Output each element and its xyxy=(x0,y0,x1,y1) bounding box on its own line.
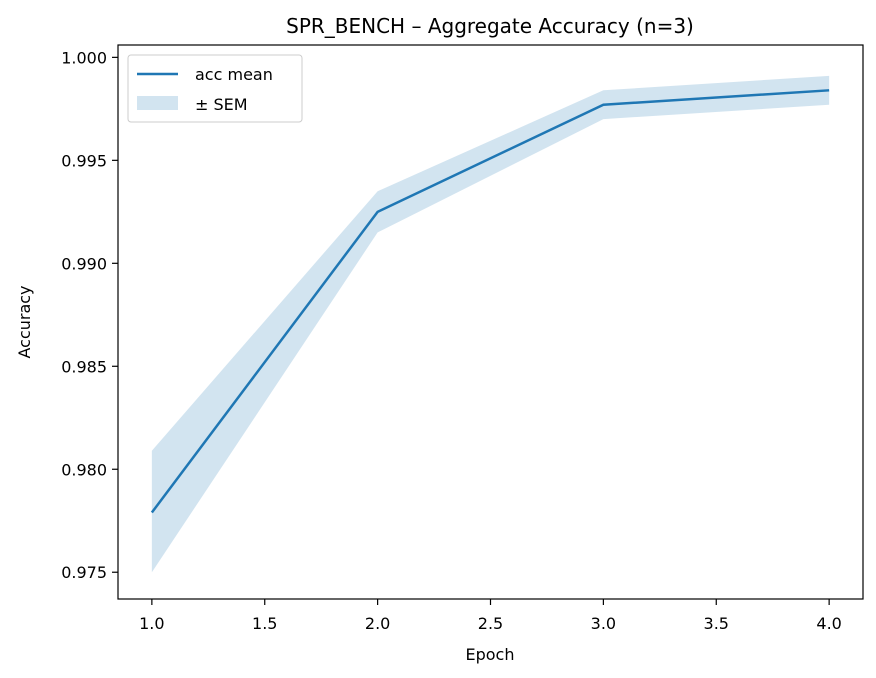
sem-band xyxy=(151,75,830,573)
y-axis-label: Accuracy xyxy=(15,285,34,358)
y-tick-label: 0.975 xyxy=(61,563,107,582)
x-tick-label: 3.0 xyxy=(591,614,616,633)
legend-band-swatch xyxy=(137,96,178,110)
y-tick-label: 0.990 xyxy=(61,254,107,273)
chart-title: SPR_BENCH – Aggregate Accuracy (n=3) xyxy=(286,14,694,38)
x-tick-label: 2.0 xyxy=(365,614,390,633)
x-axis-label: Epoch xyxy=(466,645,515,664)
legend-box xyxy=(127,54,303,123)
y-tick-label: 1.000 xyxy=(61,48,107,67)
legend-label-acc-mean: acc mean xyxy=(195,65,273,84)
x-tick-label: 1.0 xyxy=(139,614,164,633)
y-tick-label: 0.995 xyxy=(61,151,107,170)
x-tick-label: 3.5 xyxy=(704,614,729,633)
x-tick-label: 4.0 xyxy=(816,614,841,633)
plot-area xyxy=(150,75,830,573)
y-tick-label: 0.980 xyxy=(61,460,107,479)
y-axis-ticks: 0.975 0.980 0.985 0.990 0.995 1.000 xyxy=(61,48,118,582)
x-axis-ticks: 1.0 1.5 2.0 2.5 3.0 3.5 4.0 xyxy=(139,599,842,633)
y-tick-label: 0.985 xyxy=(61,357,107,376)
legend: acc mean ± SEM xyxy=(127,54,303,123)
acc-mean-line xyxy=(150,89,830,514)
x-tick-label: 1.5 xyxy=(252,614,277,633)
legend-label-sem: ± SEM xyxy=(195,95,248,114)
x-tick-label: 2.5 xyxy=(478,614,503,633)
